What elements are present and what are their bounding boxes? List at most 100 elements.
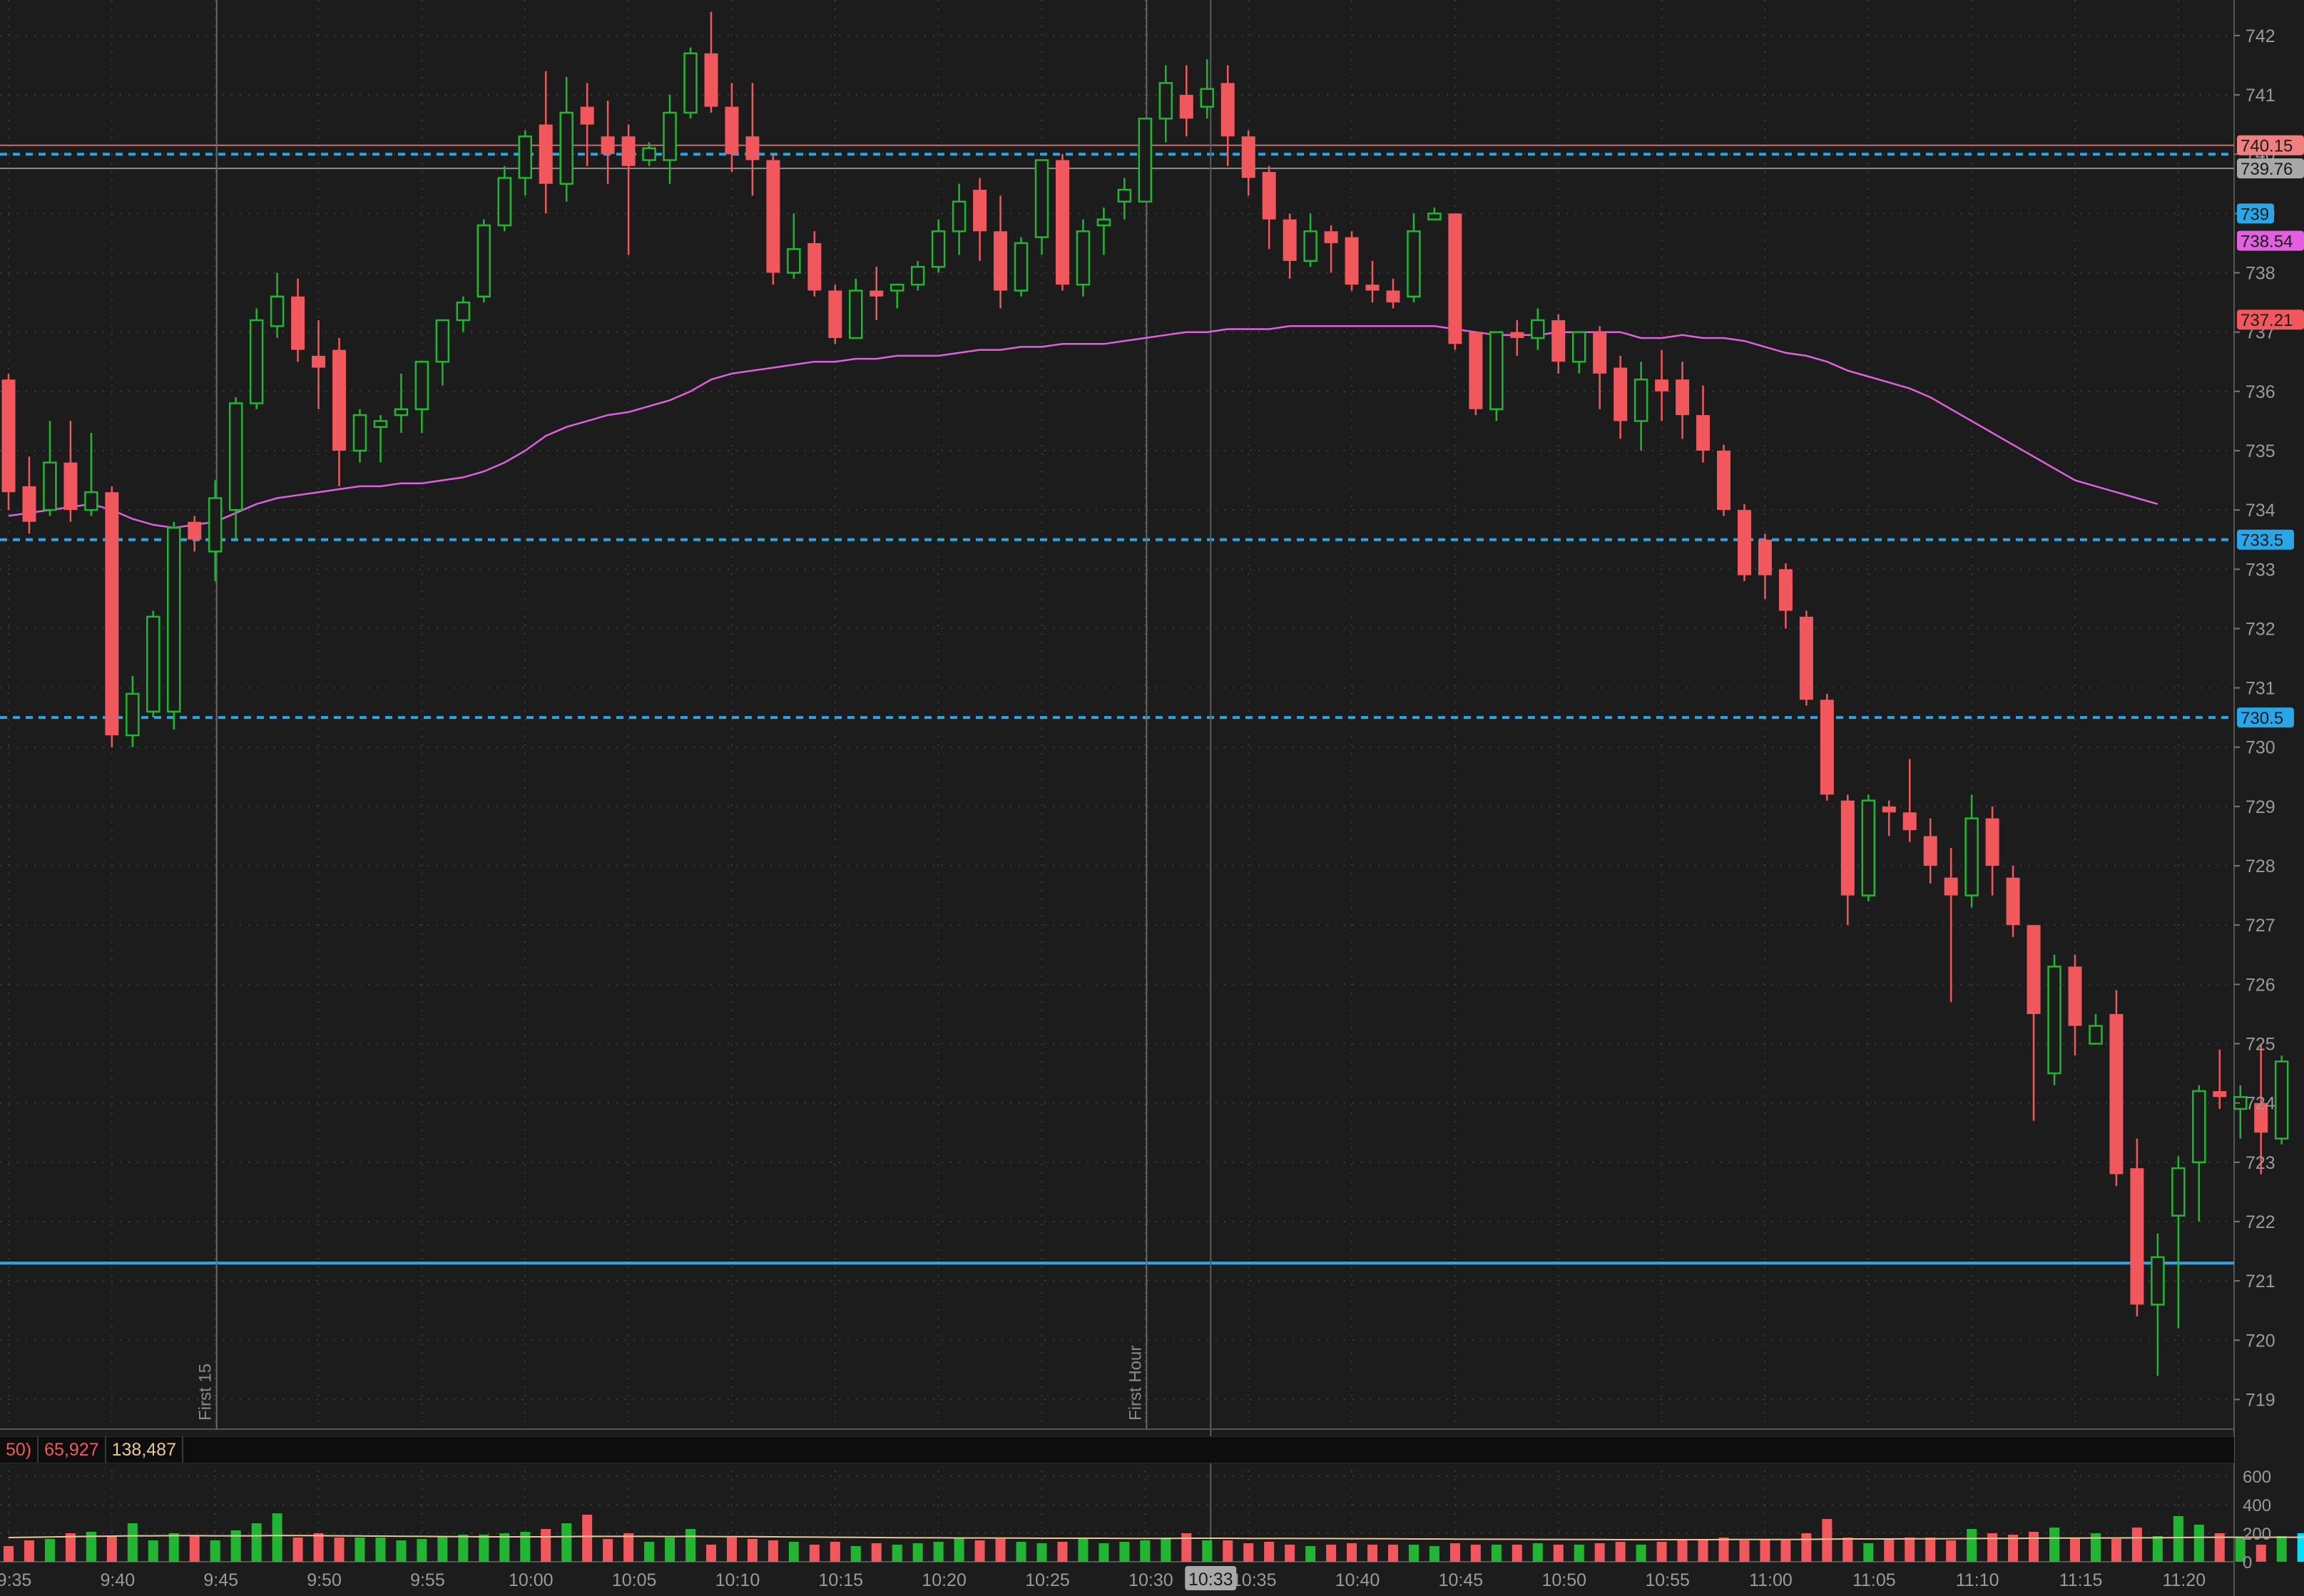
candle[interactable]: [1964, 794, 1979, 908]
candle[interactable]: [1489, 331, 1504, 421]
candle[interactable]: [84, 433, 98, 516]
candle[interactable]: [807, 231, 822, 297]
candle[interactable]: [642, 142, 656, 166]
candle[interactable]: [1696, 385, 1711, 463]
candle[interactable]: [394, 373, 409, 434]
candle[interactable]: [1303, 213, 1317, 267]
candle[interactable]: [1055, 154, 1069, 291]
candle[interactable]: [312, 320, 326, 409]
candle[interactable]: [291, 278, 305, 362]
candle[interactable]: [228, 397, 243, 540]
candle[interactable]: [2089, 1013, 2103, 1045]
candle[interactable]: [1633, 362, 1648, 451]
price-label-badge[interactable]: 733.5: [2237, 529, 2294, 551]
candle[interactable]: [828, 285, 842, 344]
candle[interactable]: [435, 319, 450, 386]
candle[interactable]: [952, 183, 967, 255]
candle[interactable]: [414, 360, 429, 434]
price-label-badge[interactable]: 737.21: [2237, 310, 2304, 330]
candle[interactable]: [1531, 308, 1545, 350]
candle[interactable]: [2274, 1055, 2289, 1145]
candle[interactable]: [931, 219, 946, 273]
candle[interactable]: [1365, 260, 1380, 303]
candle[interactable]: [725, 83, 739, 173]
candle[interactable]: [249, 308, 264, 409]
candle[interactable]: [1158, 65, 1173, 143]
candle[interactable]: [849, 278, 863, 339]
candle[interactable]: [2027, 925, 2041, 1121]
candle[interactable]: [870, 267, 884, 321]
candle[interactable]: [704, 11, 718, 113]
candle[interactable]: [766, 154, 780, 285]
candle[interactable]: [1283, 213, 1297, 279]
candle[interactable]: [1407, 213, 1421, 303]
candle[interactable]: [2171, 1156, 2186, 1329]
candle[interactable]: [745, 83, 760, 196]
candle[interactable]: [270, 272, 285, 338]
candle[interactable]: [1614, 355, 1628, 439]
candle[interactable]: [208, 480, 223, 581]
candle[interactable]: [1324, 225, 1338, 273]
candle[interactable]: [1469, 332, 1483, 416]
candle[interactable]: [1820, 693, 1834, 801]
candle[interactable]: [1076, 219, 1091, 297]
candle[interactable]: [1510, 320, 1524, 356]
price-label-badge[interactable]: 739.76: [2237, 158, 2304, 179]
candle[interactable]: [1902, 759, 1917, 842]
candle[interactable]: [518, 130, 532, 196]
candle[interactable]: [188, 516, 202, 552]
candle[interactable]: [126, 675, 140, 747]
price-label-badge[interactable]: 740.15: [2237, 135, 2304, 156]
candle[interactable]: [1014, 237, 1029, 297]
candle[interactable]: [1676, 362, 1690, 439]
candle[interactable]: [539, 71, 553, 214]
candle[interactable]: [1262, 165, 1276, 250]
candle[interactable]: [2213, 1049, 2227, 1109]
candle[interactable]: [352, 409, 367, 463]
candle[interactable]: [63, 421, 78, 522]
candle[interactable]: [1241, 130, 1255, 196]
candle[interactable]: [1, 373, 16, 511]
candle[interactable]: [2151, 1233, 2165, 1376]
candle[interactable]: [2233, 1085, 2248, 1139]
candle[interactable]: [1923, 818, 1937, 884]
candle[interactable]: [1345, 231, 1359, 291]
candle[interactable]: [476, 219, 491, 303]
candle[interactable]: [1799, 610, 1813, 706]
candle[interactable]: [1861, 794, 1876, 901]
candle[interactable]: [994, 195, 1008, 309]
candle[interactable]: [105, 486, 119, 747]
candle[interactable]: [1427, 208, 1442, 220]
candle[interactable]: [22, 456, 36, 534]
candle[interactable]: [2254, 1043, 2268, 1175]
candle[interactable]: [1882, 800, 1896, 837]
candle[interactable]: [1840, 794, 1855, 926]
candle[interactable]: [1655, 349, 1669, 421]
candle[interactable]: [2068, 954, 2082, 1056]
candle[interactable]: [1179, 65, 1193, 137]
candle[interactable]: [2006, 866, 2020, 937]
candle[interactable]: [2192, 1085, 2206, 1222]
candle[interactable]: [1737, 503, 1751, 581]
candles[interactable]: [1, 11, 2289, 1376]
candle[interactable]: [580, 83, 594, 166]
candle[interactable]: [621, 124, 636, 255]
candle[interactable]: [1985, 806, 1999, 896]
candle[interactable]: [2130, 1138, 2144, 1317]
candle[interactable]: [787, 213, 801, 279]
candle[interactable]: [456, 296, 471, 332]
candle[interactable]: [1758, 533, 1772, 599]
price-label-badge[interactable]: 738.54: [2237, 230, 2304, 252]
price-axis[interactable]: 719 720 721 722 723 724 725 726 727 728 729 730 731 7…: [2234, 26, 2304, 1411]
candle[interactable]: [146, 610, 160, 718]
candle[interactable]: [1571, 331, 1586, 374]
candle[interactable]: [1386, 278, 1400, 309]
time-axis[interactable]: 9:35 9:40 9:45 9:50 9:55 10:00 10:05 10:10 10:15…: [0, 1566, 2206, 1590]
candle[interactable]: [1034, 159, 1049, 255]
candle[interactable]: [1717, 444, 1731, 516]
candle[interactable]: [910, 260, 925, 291]
candle[interactable]: [890, 283, 904, 309]
candle[interactable]: [1448, 213, 1462, 350]
candle[interactable]: [373, 415, 388, 463]
